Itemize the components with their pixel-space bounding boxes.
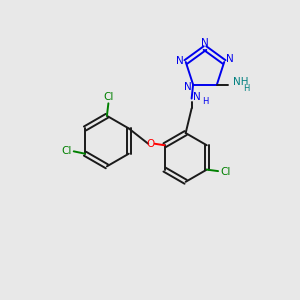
Text: N: N — [193, 92, 200, 101]
Text: O: O — [146, 139, 155, 149]
Text: NH: NH — [233, 76, 248, 87]
Text: N: N — [176, 56, 184, 65]
Text: Cl: Cl — [220, 167, 230, 177]
Text: H: H — [243, 84, 249, 93]
Text: N: N — [184, 82, 192, 92]
Text: N: N — [226, 54, 233, 64]
Text: Cl: Cl — [61, 146, 72, 156]
Text: H: H — [202, 97, 209, 106]
Text: Cl: Cl — [103, 92, 114, 102]
Text: N: N — [201, 38, 209, 48]
